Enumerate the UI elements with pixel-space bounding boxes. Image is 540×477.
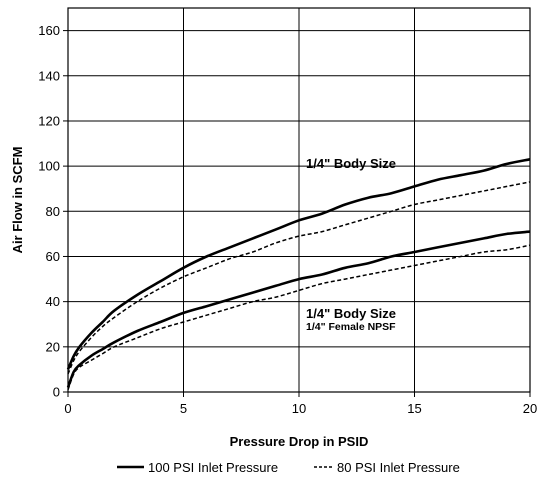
- lower-curve-label: 1/4" Body Size: [306, 306, 396, 321]
- y-tick-label-40: 40: [46, 294, 60, 309]
- y-tick-label-60: 60: [46, 249, 60, 264]
- y-tick-label-0: 0: [53, 385, 60, 400]
- y-tick-label-80: 80: [46, 204, 60, 219]
- series-line-upper-100psi: [66, 158, 531, 370]
- legend-label-80psi: 80 PSI Inlet Pressure: [337, 460, 460, 475]
- series-layer: [66, 158, 531, 390]
- lower-curve-sublabel: 1/4" Female NPSF: [306, 321, 396, 333]
- x-axis-title: Pressure Drop in PSID: [230, 434, 369, 449]
- legend: 100 PSI Inlet Pressure 80 PSI Inlet Pres…: [117, 460, 460, 475]
- y-axis-title: Air Flow in SCFM: [10, 147, 25, 254]
- y-tick-label-120: 120: [38, 113, 60, 128]
- series-line-upper-80psi: [67, 181, 531, 375]
- series-line-lower-80psi: [67, 244, 531, 390]
- legend-label-100psi: 100 PSI Inlet Pressure: [148, 460, 278, 475]
- x-tick-label-10: 10: [292, 401, 306, 416]
- y-tick-label-160: 160: [38, 23, 60, 38]
- upper-curve-label: 1/4" Body Size: [306, 156, 396, 171]
- x-tick-label-0: 0: [64, 401, 71, 416]
- x-tick-label-15: 15: [407, 401, 421, 416]
- series-line-lower-100psi: [66, 230, 531, 388]
- y-tick-label-20: 20: [46, 339, 60, 354]
- grid-layer: [68, 8, 530, 392]
- x-tick-label-20: 20: [523, 401, 537, 416]
- y-tick-label-100: 100: [38, 159, 60, 174]
- x-tick-label-5: 5: [180, 401, 187, 416]
- tick-layer: 0 20 40 60 80 100 120 140 160 0 5 10 15 20: [38, 23, 537, 416]
- y-tick-label-140: 140: [38, 68, 60, 83]
